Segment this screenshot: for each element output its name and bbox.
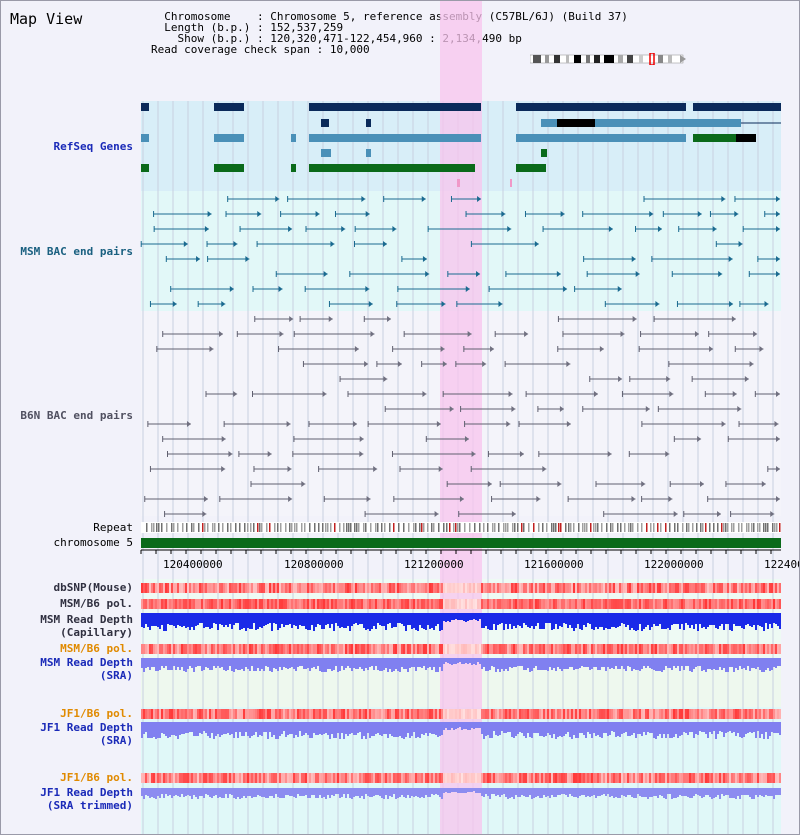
chromosome-label-text: Chromosome bbox=[164, 10, 231, 23]
track-label-refseq[interactable]: RefSeq Genes bbox=[53, 140, 133, 153]
track-label-sra: (SRA) bbox=[99, 669, 133, 682]
track-label-chromosome[interactable]: chromosome 5 bbox=[53, 536, 133, 549]
track-label-capillary: (Capillary) bbox=[60, 626, 133, 639]
track-label-sra-trimmed: (SRA trimmed) bbox=[46, 799, 133, 812]
chromosome-ideogram[interactable] bbox=[530, 53, 686, 65]
track-label-jf1-sra: (SRA) bbox=[99, 734, 133, 747]
length-label: Length (b.p.) bbox=[164, 21, 251, 34]
chromosome-bar bbox=[141, 538, 781, 548]
tick-label: 120800000 bbox=[284, 558, 344, 571]
depth-tracks bbox=[141, 613, 781, 799]
tick-label: 1224000 bbox=[764, 558, 799, 571]
tick-label: 122000000 bbox=[644, 558, 704, 571]
track-label-msm-depth-cap[interactable]: MSM Read Depth bbox=[40, 613, 133, 626]
show-label: Show (b.p.) bbox=[177, 32, 251, 45]
track-label-jf1-pol[interactable]: JF1/B6 pol. bbox=[60, 707, 133, 720]
heat-tracks bbox=[141, 583, 781, 783]
track-label-jf1-pol-2[interactable]: JF1/B6 pol. bbox=[60, 771, 133, 784]
track-label-b6n-bac[interactable]: B6N BAC end pairs bbox=[20, 409, 133, 422]
coverage-label: Read coverage check span bbox=[151, 43, 310, 56]
length-value: 152,537,259 bbox=[270, 21, 344, 34]
track-label-jf1-depth[interactable]: JF1 Read Depth bbox=[40, 721, 133, 734]
page-title: Map View bbox=[10, 10, 83, 28]
track-label-msm-pol[interactable]: MSM/B6 pol. bbox=[60, 597, 133, 610]
repeat-track bbox=[146, 523, 781, 532]
axis bbox=[140, 549, 781, 554]
track-label-msm-pol-2[interactable]: MSM/B6 pol. bbox=[60, 642, 133, 655]
track-label-repeat[interactable]: Repeat bbox=[93, 521, 133, 534]
region-info: Chromosome : Chromosome 5, reference ass… bbox=[151, 10, 628, 56]
tick-label: 121600000 bbox=[524, 558, 584, 571]
msm-bac-pairs bbox=[140, 196, 780, 307]
track-label-msm-depth-sra[interactable]: MSM Read Depth bbox=[40, 656, 133, 669]
tick-label: 120400000 bbox=[163, 558, 223, 571]
refseq-genes bbox=[141, 103, 781, 187]
track-label-dbsnp[interactable]: dbSNP(Mouse) bbox=[53, 581, 133, 594]
coverage-value: 10,000 bbox=[329, 43, 370, 56]
track-label-msm-bac[interactable]: MSM BAC end pairs bbox=[20, 245, 133, 258]
tick-label: 121200000 bbox=[404, 558, 464, 571]
track-label-jf1-trim[interactable]: JF1 Read Depth bbox=[40, 786, 133, 799]
b6n-bac-pairs bbox=[144, 316, 780, 517]
